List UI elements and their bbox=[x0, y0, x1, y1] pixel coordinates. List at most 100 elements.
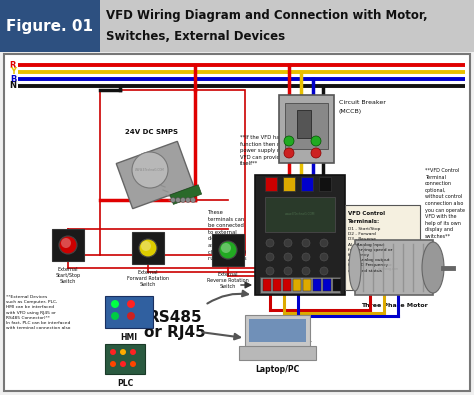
Circle shape bbox=[266, 253, 274, 261]
Text: HMI: HMI bbox=[120, 333, 137, 342]
Circle shape bbox=[127, 300, 135, 308]
Text: R: R bbox=[10, 60, 16, 70]
Text: N: N bbox=[9, 81, 17, 90]
Bar bbox=[265, 177, 277, 191]
Text: Y: Y bbox=[10, 68, 16, 77]
Circle shape bbox=[320, 267, 328, 275]
Circle shape bbox=[110, 361, 116, 367]
Circle shape bbox=[111, 312, 119, 320]
Text: **If the VFD has PNP
function then no external
power supply required
VFD can pro: **If the VFD has PNP function then no ex… bbox=[240, 135, 324, 166]
Circle shape bbox=[266, 239, 274, 247]
Bar bbox=[301, 177, 313, 191]
Text: External
Reverse Rotation
Switch: External Reverse Rotation Switch bbox=[207, 272, 249, 290]
Circle shape bbox=[311, 136, 321, 146]
Bar bbox=[260, 277, 340, 293]
Text: Three Phase Motor: Three Phase Motor bbox=[361, 303, 428, 308]
Text: Terminals:: Terminals: bbox=[348, 219, 380, 224]
Ellipse shape bbox=[422, 242, 444, 293]
Circle shape bbox=[110, 349, 116, 355]
Circle shape bbox=[130, 349, 136, 355]
Text: (MCCB): (MCCB) bbox=[339, 109, 362, 114]
Circle shape bbox=[175, 198, 181, 203]
Circle shape bbox=[181, 198, 185, 203]
Circle shape bbox=[284, 253, 292, 261]
Bar bbox=[105, 296, 153, 328]
Text: 24V DC SMPS: 24V DC SMPS bbox=[125, 129, 178, 135]
Text: These terminals are
used to provide analog
input to run the VFD
with varying fre: These terminals are used to provide anal… bbox=[255, 320, 311, 358]
Text: VFD Wiring Diagram and Connection with Motor,: VFD Wiring Diagram and Connection with M… bbox=[106, 9, 428, 23]
Text: Figure. 01: Figure. 01 bbox=[7, 19, 93, 34]
Circle shape bbox=[221, 243, 231, 253]
Text: B: B bbox=[10, 75, 16, 83]
Circle shape bbox=[311, 148, 321, 158]
Circle shape bbox=[171, 198, 175, 203]
Bar bbox=[355, 240, 433, 295]
Bar bbox=[263, 279, 271, 291]
Bar bbox=[0, 0, 100, 52]
Text: These
terminals can
be connected
to external
devices such
as PLC to
check the VF: These terminals can be connected to exte… bbox=[208, 210, 246, 261]
Bar bbox=[323, 279, 331, 291]
Circle shape bbox=[284, 136, 294, 146]
Bar bbox=[212, 234, 244, 266]
Bar bbox=[273, 279, 281, 291]
Circle shape bbox=[132, 152, 168, 188]
Bar bbox=[319, 177, 331, 191]
Bar bbox=[105, 344, 145, 374]
Circle shape bbox=[284, 267, 292, 275]
Text: www.ETechnoG.COM: www.ETechnoG.COM bbox=[285, 212, 315, 216]
Circle shape bbox=[284, 148, 294, 158]
Text: (Variable Frequency: (Variable Frequency bbox=[350, 225, 412, 230]
Bar bbox=[345, 205, 420, 290]
Bar bbox=[303, 279, 311, 291]
Bar bbox=[265, 197, 335, 232]
Text: **External Devices
such as Computer, PLC,
HMI can be interfaced
with VFD using R: **External Devices such as Computer, PLC… bbox=[6, 295, 70, 330]
Bar bbox=[249, 319, 306, 342]
Text: VFD Control: VFD Control bbox=[348, 211, 385, 216]
Circle shape bbox=[320, 253, 328, 261]
Circle shape bbox=[59, 236, 77, 254]
Circle shape bbox=[111, 300, 119, 308]
Text: **VFD Control
Terminal
connection
optional,
without control
connection also
you : **VFD Control Terminal connection option… bbox=[425, 168, 465, 239]
Text: D1 - Start/Stop
D2 - Forward
D3 - Reverse
AI - Analog Input
for varying speed or: D1 - Start/Stop D2 - Forward D3 - Revers… bbox=[348, 227, 392, 273]
Text: www.
etechnog.com: www. etechnog.com bbox=[378, 263, 400, 271]
Text: or RJ45: or RJ45 bbox=[144, 325, 206, 340]
Bar bbox=[132, 232, 164, 264]
Circle shape bbox=[191, 198, 195, 203]
Circle shape bbox=[219, 241, 237, 259]
Bar bbox=[100, 90, 245, 255]
Circle shape bbox=[320, 239, 328, 247]
Bar bbox=[0, 0, 474, 52]
Circle shape bbox=[284, 239, 292, 247]
Circle shape bbox=[130, 361, 136, 367]
Circle shape bbox=[302, 253, 310, 261]
Circle shape bbox=[302, 267, 310, 275]
Circle shape bbox=[185, 198, 191, 203]
Bar bbox=[170, 185, 201, 204]
Bar bbox=[255, 175, 345, 295]
Polygon shape bbox=[116, 141, 194, 209]
Text: WWW.ETechnoG.COM: WWW.ETechnoG.COM bbox=[135, 168, 165, 172]
Bar bbox=[333, 279, 341, 291]
Bar bbox=[285, 103, 328, 149]
Bar bbox=[297, 110, 311, 138]
Bar bbox=[283, 279, 291, 291]
Text: RS485: RS485 bbox=[148, 310, 202, 325]
Bar bbox=[293, 279, 301, 291]
Bar bbox=[245, 315, 310, 348]
Text: External
Forward Rotation
Switch: External Forward Rotation Switch bbox=[127, 270, 169, 288]
Ellipse shape bbox=[349, 244, 361, 291]
Text: Switches, External Devices: Switches, External Devices bbox=[106, 30, 285, 43]
Bar bbox=[52, 229, 84, 261]
Circle shape bbox=[141, 241, 151, 251]
Circle shape bbox=[120, 349, 126, 355]
Circle shape bbox=[61, 238, 71, 248]
Circle shape bbox=[266, 267, 274, 275]
Bar bbox=[313, 279, 321, 291]
Text: Circuit Breaker: Circuit Breaker bbox=[339, 100, 386, 105]
Text: 3 Phase VFD: 3 Phase VFD bbox=[350, 216, 389, 221]
Circle shape bbox=[127, 312, 135, 320]
Text: External
Start/Stop
Switch: External Start/Stop Switch bbox=[55, 267, 81, 284]
Text: Drive): Drive) bbox=[350, 234, 369, 239]
Bar bbox=[4, 54, 470, 391]
Circle shape bbox=[139, 239, 157, 257]
